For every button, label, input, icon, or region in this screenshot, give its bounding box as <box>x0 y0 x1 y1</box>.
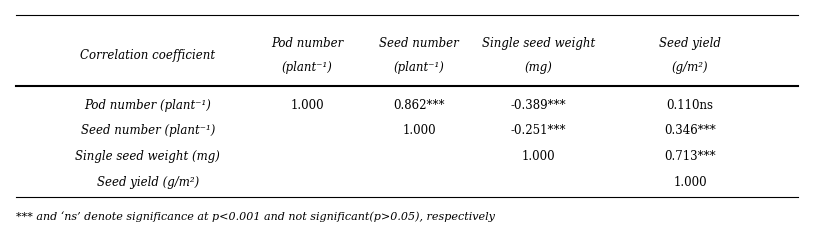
Text: 1.000: 1.000 <box>291 99 324 112</box>
Text: (plant⁻¹): (plant⁻¹) <box>282 61 333 74</box>
Text: Seed yield: Seed yield <box>659 37 721 50</box>
Text: -0.389***: -0.389*** <box>511 99 567 112</box>
Text: 0.862***: 0.862*** <box>393 99 444 112</box>
Text: Single seed weight (mg): Single seed weight (mg) <box>76 150 220 163</box>
Text: 1.000: 1.000 <box>673 176 707 189</box>
Text: Seed number: Seed number <box>379 37 459 50</box>
Text: (g/m²): (g/m²) <box>672 61 708 74</box>
Text: 1.000: 1.000 <box>402 124 435 137</box>
Text: 0.713***: 0.713*** <box>664 150 716 163</box>
Text: Correlation coefficient: Correlation coefficient <box>80 49 216 62</box>
Text: 0.110ns: 0.110ns <box>667 99 714 112</box>
Text: Single seed weight: Single seed weight <box>482 37 595 50</box>
Text: 0.346***: 0.346*** <box>664 124 716 137</box>
Text: 1.000: 1.000 <box>522 150 555 163</box>
Text: (mg): (mg) <box>525 61 553 74</box>
Text: Seed yield (g/m²): Seed yield (g/m²) <box>97 176 199 189</box>
Text: -0.251***: -0.251*** <box>511 124 567 137</box>
Text: Pod number: Pod number <box>271 37 344 50</box>
Text: Pod number (plant⁻¹): Pod number (plant⁻¹) <box>85 99 211 112</box>
Text: *** and ‘ns’ denote significance at p<0.001 and not significant(p>0.05), respect: *** and ‘ns’ denote significance at p<0.… <box>16 212 495 222</box>
Text: (plant⁻¹): (plant⁻¹) <box>393 61 444 74</box>
Text: Seed number (plant⁻¹): Seed number (plant⁻¹) <box>81 124 215 137</box>
